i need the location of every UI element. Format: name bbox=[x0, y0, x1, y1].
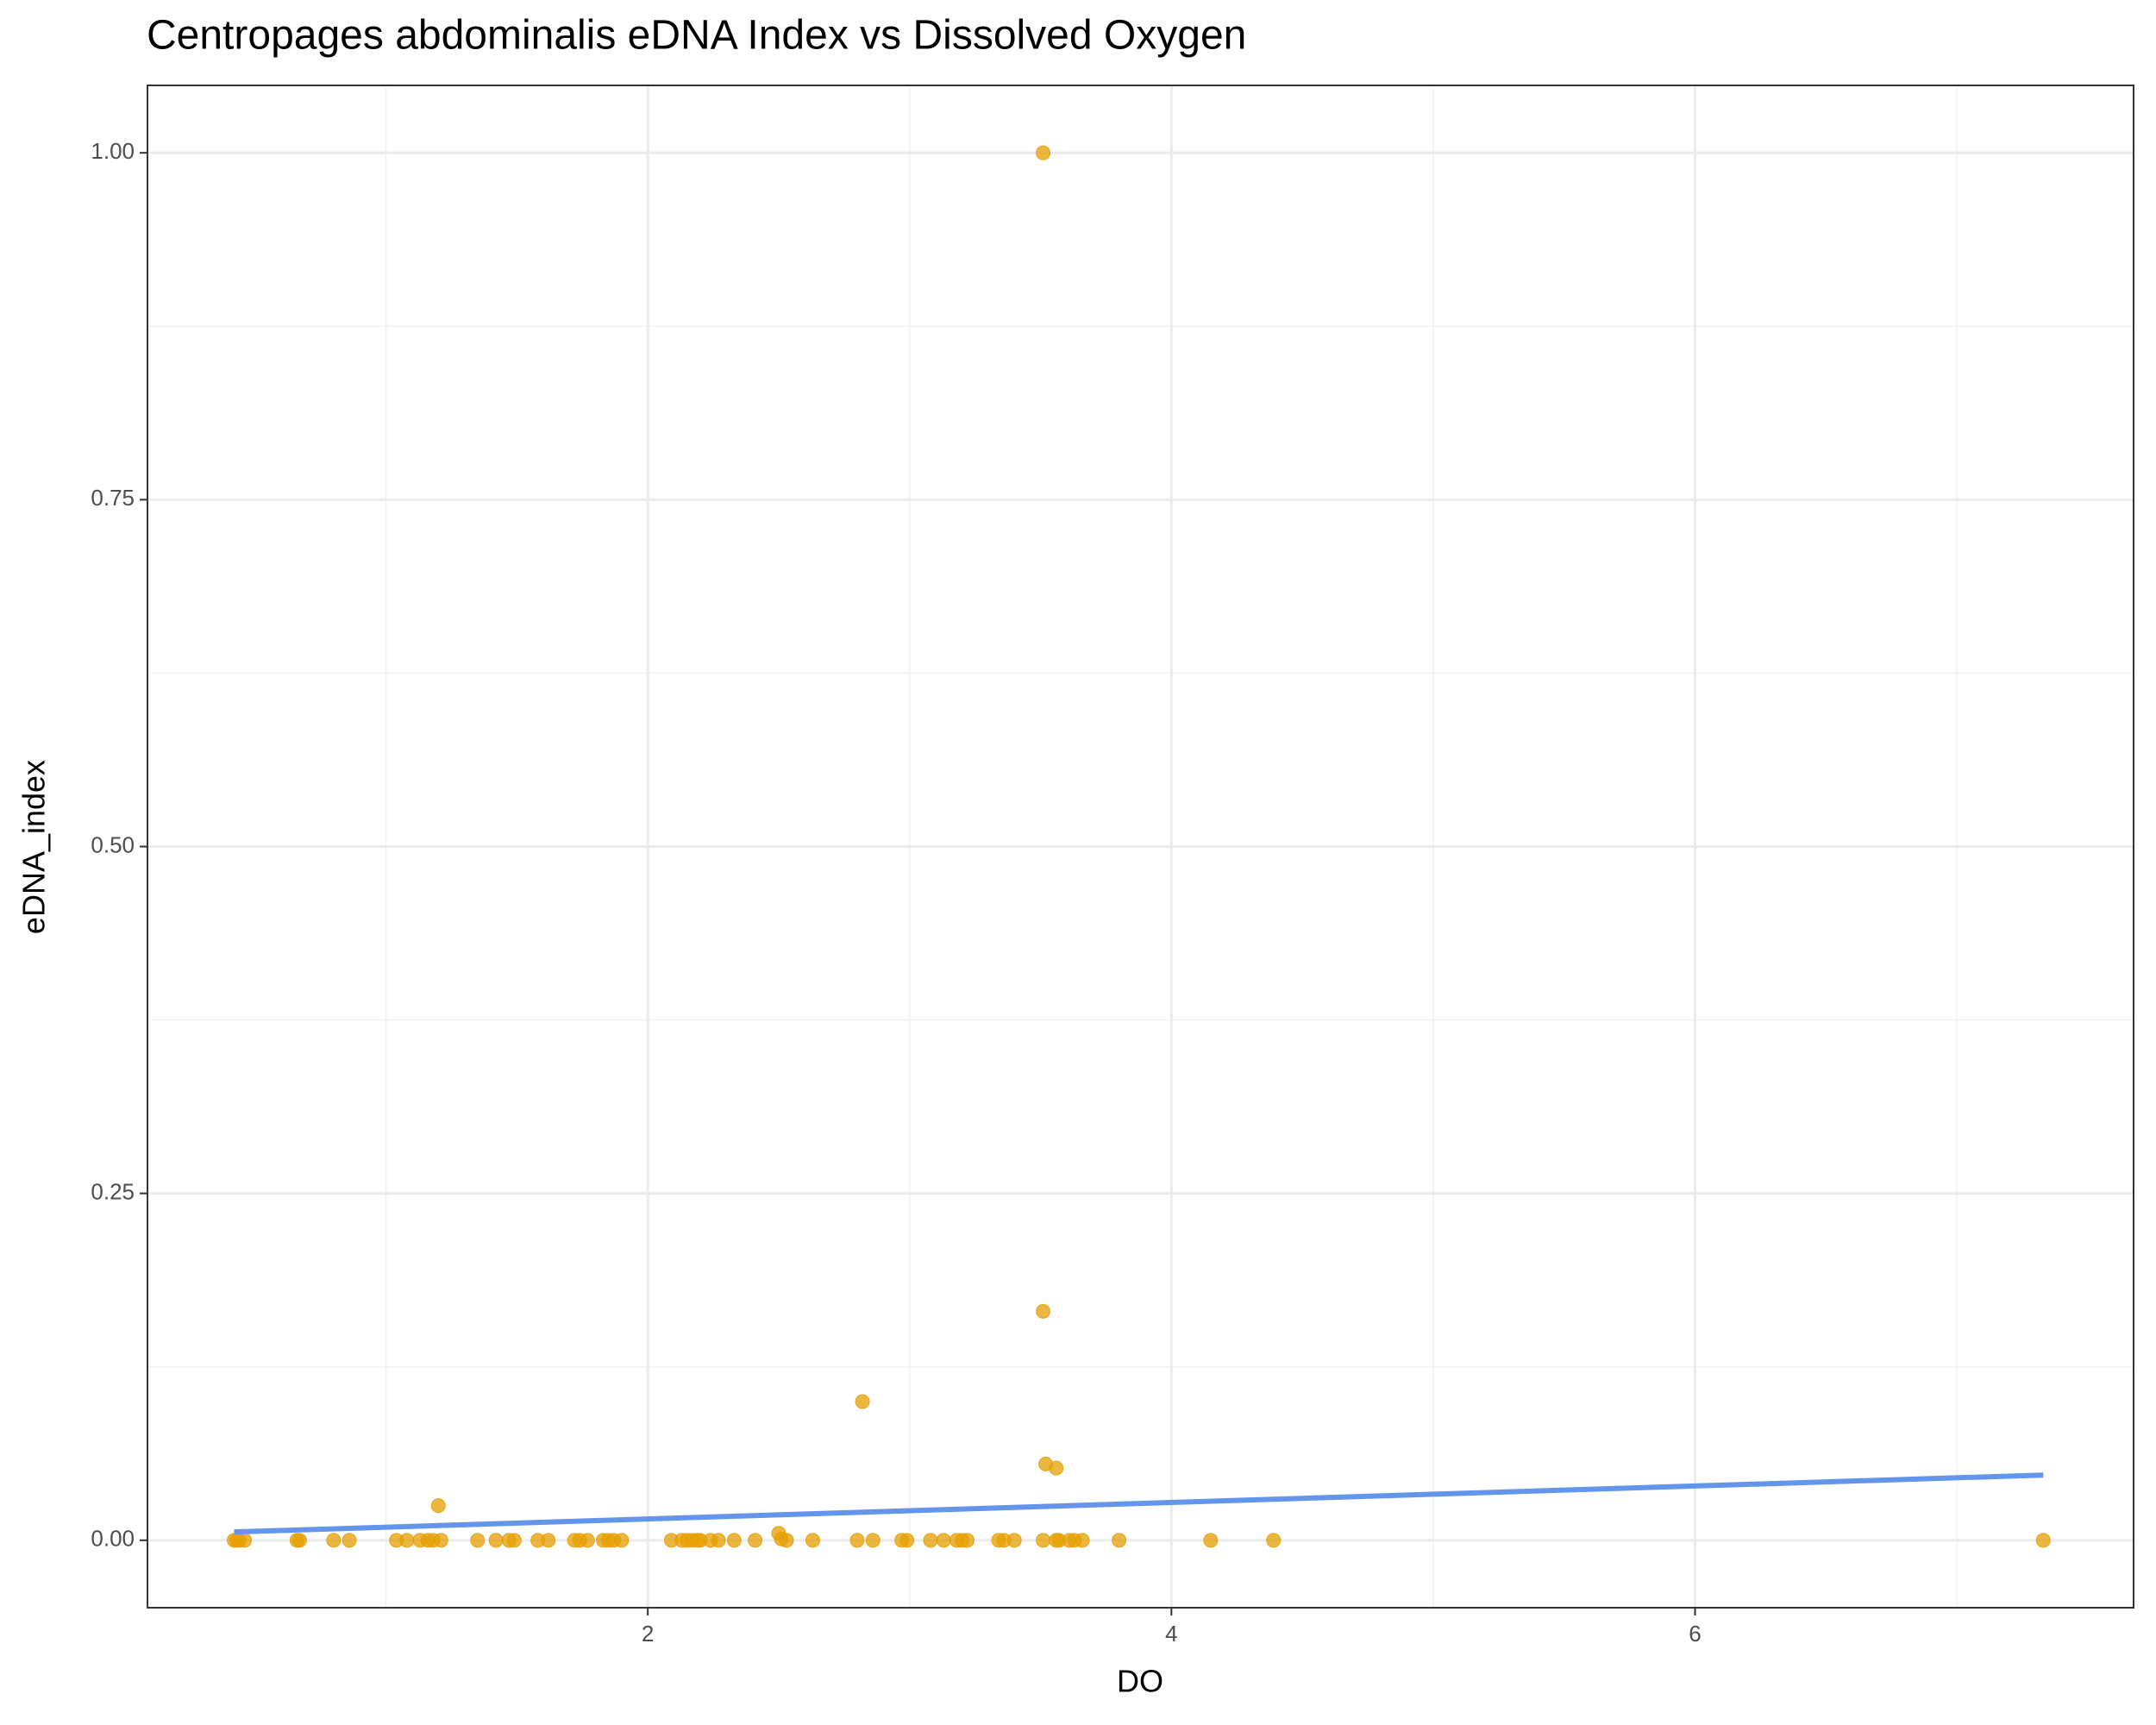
panel-border bbox=[147, 85, 2134, 1609]
point bbox=[1075, 1533, 1090, 1548]
point bbox=[748, 1533, 763, 1548]
point bbox=[1036, 1303, 1051, 1319]
x-tick-label: 2 bbox=[642, 1621, 654, 1647]
point bbox=[1203, 1533, 1219, 1548]
point bbox=[326, 1533, 342, 1548]
point bbox=[805, 1533, 820, 1548]
point bbox=[614, 1533, 630, 1548]
trend-line bbox=[234, 1472, 2044, 1535]
y-tick-label: 0.25 bbox=[91, 1179, 135, 1205]
y-tick-label: 0.75 bbox=[91, 485, 135, 511]
point bbox=[470, 1533, 486, 1548]
point bbox=[899, 1533, 915, 1548]
point bbox=[1036, 145, 1051, 160]
point bbox=[291, 1533, 307, 1548]
point bbox=[711, 1533, 726, 1548]
x-tick-label: 4 bbox=[1165, 1621, 1177, 1647]
y-axis-label: eDNA_index bbox=[16, 760, 52, 934]
y-tick-label: 1.00 bbox=[91, 138, 135, 164]
x-axis-label: DO bbox=[1117, 1664, 1163, 1699]
point bbox=[1036, 1533, 1051, 1548]
point bbox=[2035, 1533, 2051, 1548]
y-tick-label: 0.50 bbox=[91, 831, 135, 857]
chart-title: Centropages abdominalis eDNA Index vs Di… bbox=[147, 13, 1246, 59]
point bbox=[865, 1533, 881, 1548]
point bbox=[580, 1533, 595, 1548]
point bbox=[1049, 1460, 1064, 1476]
point bbox=[237, 1533, 253, 1548]
point bbox=[399, 1533, 415, 1548]
point bbox=[1112, 1533, 1127, 1548]
point bbox=[960, 1533, 975, 1548]
point bbox=[923, 1533, 938, 1548]
point bbox=[541, 1533, 556, 1548]
point bbox=[936, 1533, 951, 1548]
point bbox=[488, 1533, 504, 1548]
x-tick-label: 6 bbox=[1689, 1621, 1701, 1647]
point bbox=[430, 1498, 446, 1514]
y-tick-label: 0.00 bbox=[91, 1526, 135, 1552]
point bbox=[433, 1533, 448, 1548]
point bbox=[849, 1533, 865, 1548]
point bbox=[855, 1394, 870, 1409]
point bbox=[342, 1533, 357, 1548]
point bbox=[774, 1531, 789, 1546]
point bbox=[506, 1533, 522, 1548]
point bbox=[1266, 1533, 1282, 1548]
point bbox=[726, 1533, 742, 1548]
point bbox=[1006, 1533, 1022, 1548]
